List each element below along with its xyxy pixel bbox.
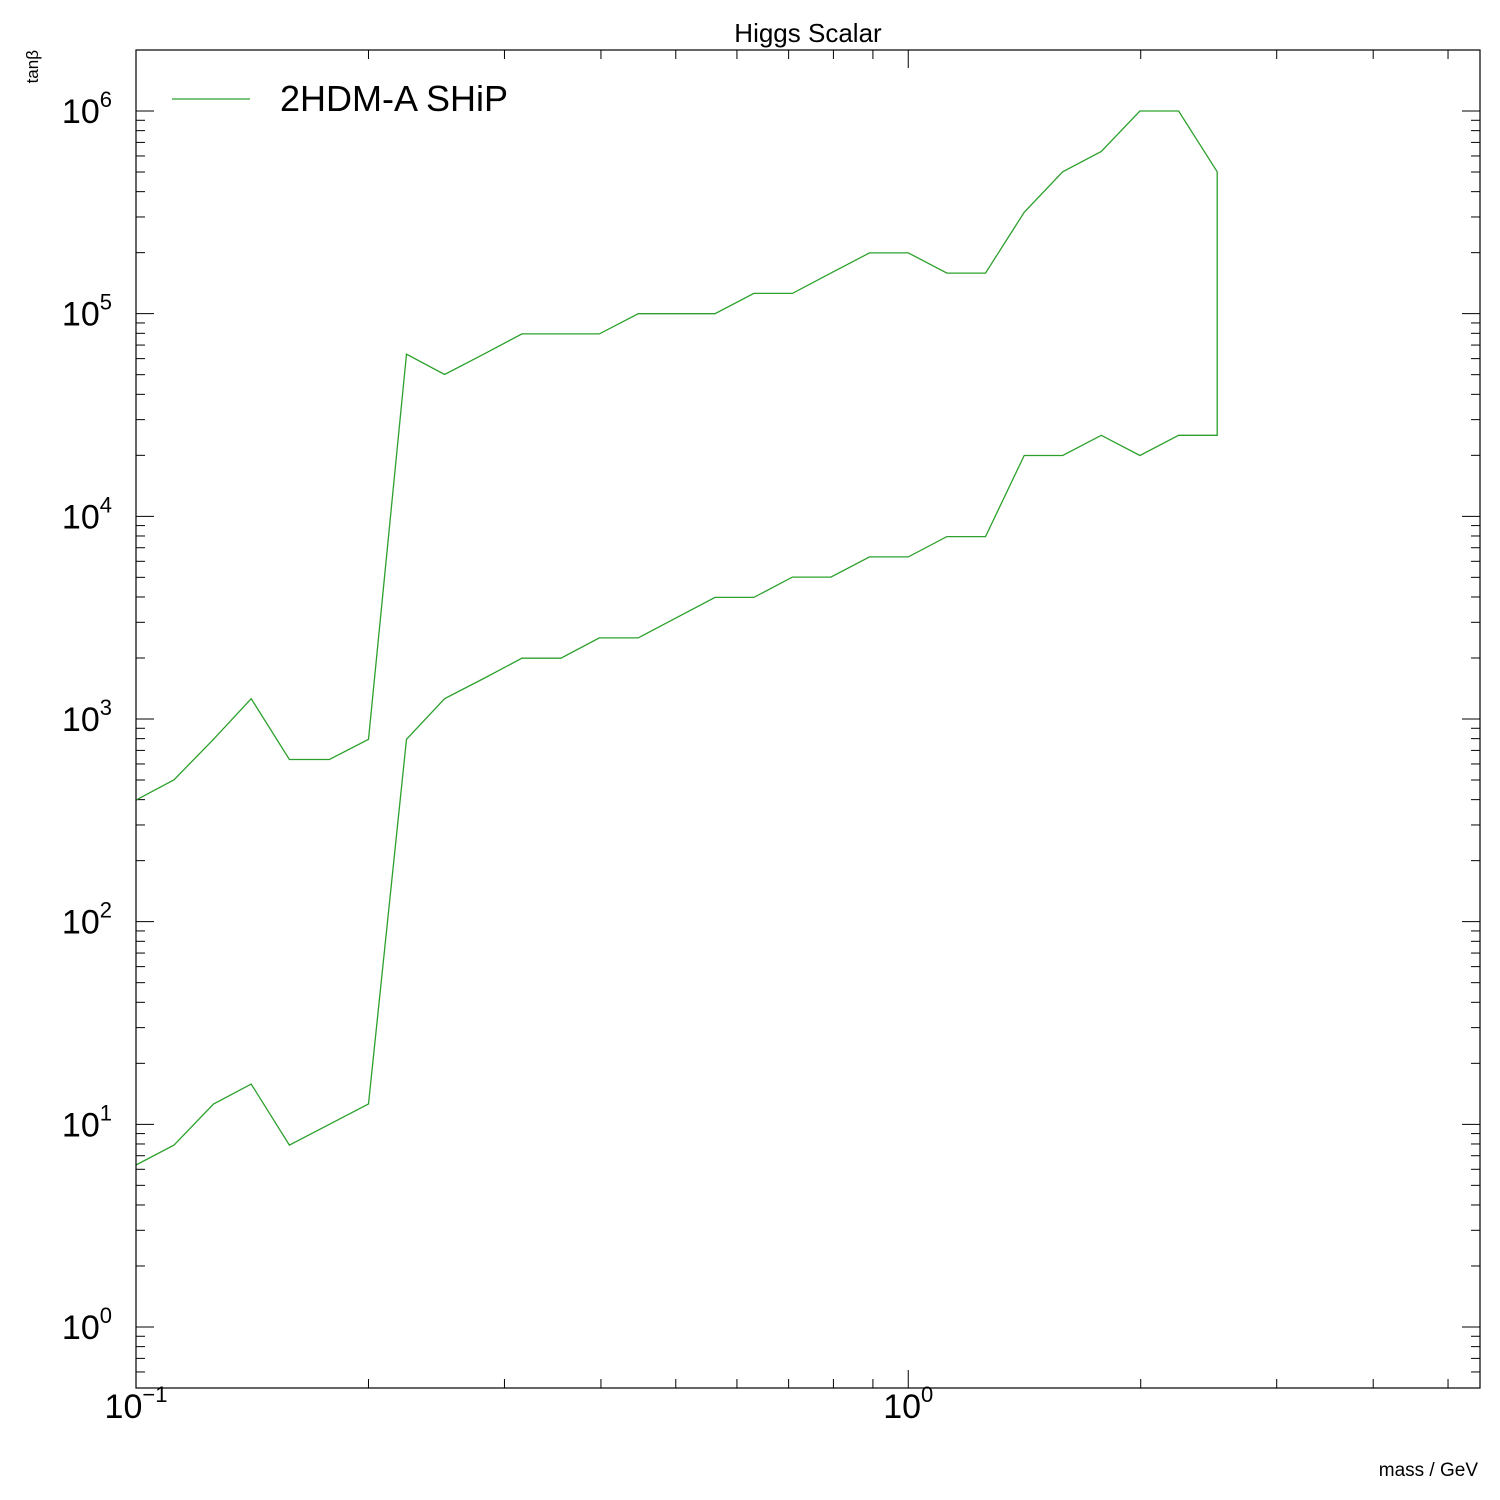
x-axis-label: mass / GeV <box>1379 1460 1479 1481</box>
plot-frame <box>135 49 1481 1389</box>
series-layer <box>135 110 1218 1166</box>
legend-label: 2HDM-A SHiP <box>280 78 508 119</box>
x-tick-label: 10−1 <box>105 1382 168 1426</box>
y-tick-label: 102 <box>62 898 112 942</box>
y-tick-label: 100 <box>62 1303 112 1347</box>
series-line <box>135 110 1218 1166</box>
y-axis-label: tanβ <box>23 50 42 84</box>
y-tick-label: 101 <box>62 1100 112 1144</box>
chart-title: Higgs Scalar <box>734 18 882 48</box>
axis-ticks <box>135 49 1480 1389</box>
legend: 2HDM-A SHiP <box>172 78 508 119</box>
y-tick-label: 103 <box>62 695 112 739</box>
y-tick-label: 104 <box>62 492 112 536</box>
y-tick-label: 106 <box>62 87 112 131</box>
y-tick-label: 105 <box>62 290 112 334</box>
